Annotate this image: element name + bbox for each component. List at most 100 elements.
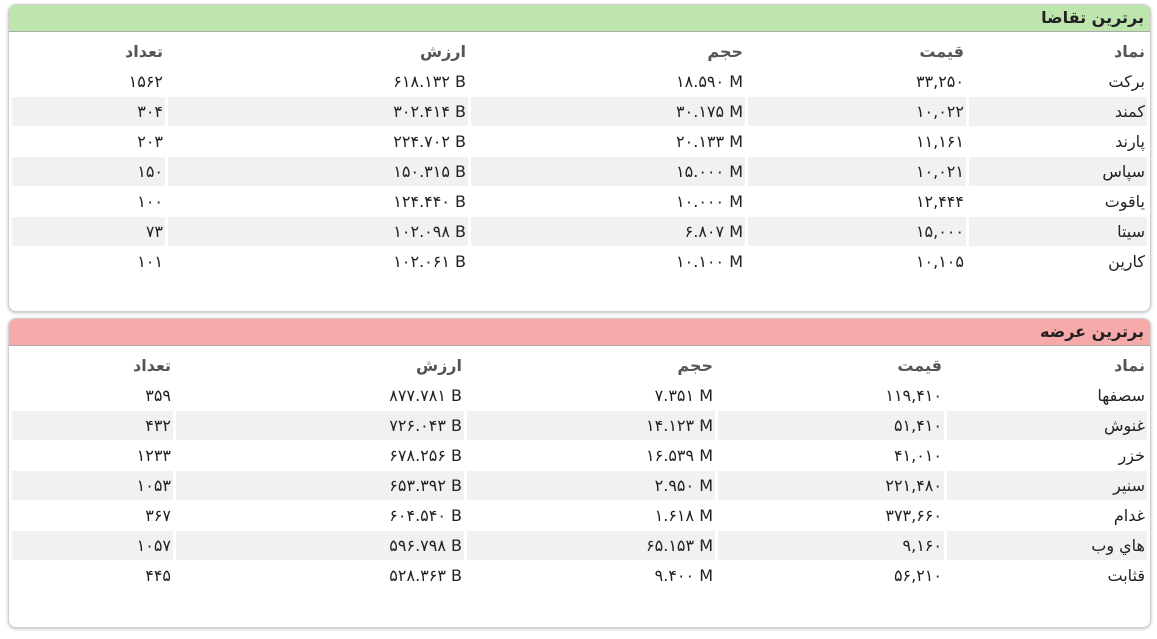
value-cell: ۶۵.۱۵۳ M — [467, 531, 715, 560]
cell-text: ۱۲۳۳ — [136, 446, 171, 465]
value-cell: ۱.۶۱۸ M — [467, 501, 715, 530]
value-cell: ۷۲۶.۰۴۳ B — [176, 411, 464, 440]
column-header: نماد — [1114, 356, 1145, 375]
value-cell: ۵۱,۴۱۰ — [718, 411, 944, 440]
value-cell: ۱۰.۱۰۰ M — [471, 247, 745, 276]
cell-text: ۱۰۲.۰۹۸ B — [393, 222, 466, 241]
value-cell: ۱۱۹,۴۱۰ — [718, 381, 944, 410]
value-cell: ۱۰۱ — [12, 247, 165, 276]
cell-text: ۵۲۸.۳۶۳ B — [389, 566, 462, 585]
symbol-cell: خزر — [1118, 446, 1145, 465]
cell-text: ۲۲۴.۷۰۲ B — [393, 132, 466, 151]
value-cell: ۳۵۹ — [12, 381, 173, 410]
value-cell: ۳۶۷ — [12, 501, 173, 530]
value-cell: ۳۳,۲۵۰ — [748, 67, 966, 96]
value-cell: ۱۰,۰۲۱ — [748, 157, 966, 186]
value-cell: ۱۴.۱۲۳ M — [467, 411, 715, 440]
demand-panel: برترین تقاضا نماد قیمت حجم ارزش تعداد برکت ۳۳,… — [8, 4, 1151, 312]
value-cell: ۶۵۳.۳۹۲ B — [176, 471, 464, 500]
table-row: پارند ۱۱,۱۶۱ ۲۰.۱۳۳ M ۲۲۴.۷۰۲ B ۲۰۳ — [12, 127, 1147, 156]
table-row: سیتا ۱۵,۰۰۰ ۶.۸۰۷ M ۱۰۲.۰۹۸ B ۷۳ — [12, 217, 1147, 246]
symbol-cell: قثابت — [1107, 566, 1145, 585]
value-cell: ۱۰۲.۰۹۸ B — [168, 217, 468, 246]
symbol-cell: سپاس — [969, 157, 1147, 186]
cell-text: ۹.۴۰۰ M — [654, 566, 713, 585]
value-cell: ۱۰۰ — [12, 187, 165, 216]
cell-text: ۳۵۹ — [145, 386, 171, 405]
value-cell: ۵۲۸.۳۶۳ B — [176, 561, 464, 590]
symbol-cell: غنوش — [947, 411, 1147, 440]
value-cell: ۸۷۷.۷۸۱ B — [176, 381, 464, 410]
value-cell: ۲۰.۱۳۳ M — [471, 127, 745, 156]
cell-text: ۲.۹۵۰ M — [654, 476, 713, 495]
header-row: نماد قیمت حجم ارزش تعداد — [12, 37, 1147, 66]
value-cell: ۲۲۴.۷۰۲ B — [168, 127, 468, 156]
cell-text: ۵۶,۲۱۰ — [893, 566, 942, 585]
cell-text: ۲۰.۱۳۳ M — [676, 132, 743, 151]
value-cell: ۶۱۸.۱۳۲ B — [168, 67, 468, 96]
table-row: کمند ۱۰,۰۲۲ ۳۰.۱۷۵ M ۳۰۲.۴۱۴ B ۳۰۴ — [12, 97, 1147, 126]
cell-text: ۳۶۷ — [145, 506, 171, 525]
cell-text: ۱۰۵۳ — [136, 476, 171, 495]
cell-text: ۱۰,۱۰۵ — [915, 252, 964, 271]
cell-text: ۷.۳۵۱ M — [654, 386, 713, 405]
cell-text: ۳۳,۲۵۰ — [915, 72, 964, 91]
value-cell: ۳۰۲.۴۱۴ B — [168, 97, 468, 126]
column-header: حجم — [677, 356, 713, 375]
table-row: غدام ۳۷۳,۶۶۰ ۱.۶۱۸ M ۶۰۴.۵۴۰ B ۳۶۷ — [12, 501, 1147, 530]
cell-text: ۶۱۸.۱۳۲ B — [393, 72, 466, 91]
value-cell: ۳۰.۱۷۵ M — [471, 97, 745, 126]
value-cell: ۱۲۴.۴۴۰ B — [168, 187, 468, 216]
value-cell: ۵۹۶.۷۹۸ B — [176, 531, 464, 560]
table-row: سپاس ۱۰,۰۲۱ ۱۵.۰۰۰ M ۱۵۰.۳۱۵ B ۱۵۰ — [12, 157, 1147, 186]
value-cell: ۱۱,۱۶۱ — [748, 127, 966, 156]
value-cell: ۲.۹۵۰ M — [467, 471, 715, 500]
value-cell: ۴۱,۰۱۰ — [718, 441, 944, 470]
cell-text: ۱۱۹,۴۱۰ — [885, 386, 942, 405]
cell-text: ۱۵۰ — [137, 162, 163, 181]
column-header: ارزش — [416, 356, 462, 375]
symbol-cell: یاقوت — [1104, 192, 1145, 211]
value-cell: ۶۷۸.۲۵۶ B — [176, 441, 464, 470]
cell-text: ۱.۶۱۸ M — [654, 506, 713, 525]
symbol-cell: هاي وب — [947, 531, 1147, 560]
value-cell: ۱۰.۰۰۰ M — [471, 187, 745, 216]
column-header: نماد — [1114, 42, 1145, 61]
cell-text: ۴۳۲ — [145, 416, 171, 435]
cell-text: ۱۲۴.۴۴۰ B — [393, 192, 466, 211]
column-header: حجم — [707, 42, 743, 61]
cell-text: ۱۰۱ — [137, 252, 163, 271]
cell-text: ۵۱,۴۱۰ — [893, 416, 942, 435]
table-row: خزر ۴۱,۰۱۰ ۱۶.۵۳۹ M ۶۷۸.۲۵۶ B ۱۲۳۳ — [12, 441, 1147, 470]
cell-text: ۷۳ — [145, 222, 163, 241]
panel-title: برترین عرضه — [9, 319, 1150, 346]
cell-text: ۱۶.۵۳۹ M — [646, 446, 713, 465]
cell-text: ۱۰,۰۲۱ — [915, 162, 964, 181]
cell-text: ۴۴۵ — [145, 566, 171, 585]
value-cell: ۱۸.۵۹۰ M — [471, 67, 745, 96]
value-cell: ۱۰,۱۰۵ — [748, 247, 966, 276]
table-row: کارین ۱۰,۱۰۵ ۱۰.۱۰۰ M ۱۰۲.۰۶۱ B ۱۰۱ — [12, 247, 1147, 276]
cell-text: ۳۰۴ — [137, 102, 163, 121]
value-cell: ۱۰۲.۰۶۱ B — [168, 247, 468, 276]
value-cell: ۱۲۳۳ — [12, 441, 173, 470]
value-cell: ۵۶,۲۱۰ — [718, 561, 944, 590]
value-cell: ۴۳۲ — [12, 411, 173, 440]
cell-text: ۱۰۵۷ — [136, 536, 171, 555]
symbol-cell: کارین — [1108, 252, 1145, 271]
symbol-cell: برکت — [1108, 72, 1145, 91]
cell-text: ۱۰.۰۰۰ M — [676, 192, 743, 211]
cell-text: ۱۵۰.۳۱۵ B — [393, 162, 466, 181]
supply-panel: برترین عرضه نماد قیمت حجم ارزش تعداد سصفها ۱۱۹… — [8, 318, 1151, 628]
value-cell: ۷.۳۵۱ M — [467, 381, 715, 410]
cell-text: ۱۴.۱۲۳ M — [646, 416, 713, 435]
panel-title: برترین تقاضا — [9, 5, 1150, 32]
symbol-cell: سیتا — [969, 217, 1147, 246]
cell-text: ۶۰۴.۵۴۰ B — [389, 506, 462, 525]
value-cell: ۴۴۵ — [12, 561, 173, 590]
cell-text: ۷۲۶.۰۴۳ B — [389, 416, 462, 435]
cell-text: ۱۰.۱۰۰ M — [676, 252, 743, 271]
cell-text: ۱۵۶۲ — [128, 72, 163, 91]
value-cell: ۳۷۳,۶۶۰ — [718, 501, 944, 530]
cell-text: ۱۰۰ — [137, 192, 163, 211]
